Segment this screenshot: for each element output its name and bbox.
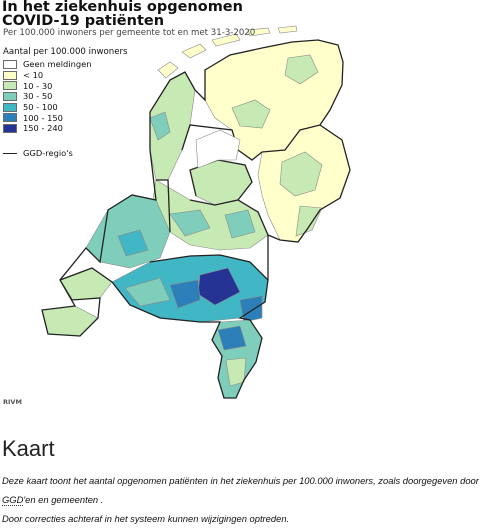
legend-item: 50 - 100	[3, 102, 92, 113]
region-border-swatch	[3, 152, 17, 154]
description-post: 'en en gemeenten .	[23, 494, 104, 505]
wadden-islands	[157, 25, 298, 79]
description-pre: Deze kaart toont het aantal opgenomen pa…	[2, 475, 479, 486]
ijsselmeer-water	[195, 129, 241, 169]
legend-item: < 10	[3, 70, 92, 81]
legend-label: 30 - 50	[23, 91, 53, 102]
choropleth-map	[41, 25, 351, 399]
legend-item: 100 - 150	[3, 112, 92, 123]
region-brabant-teal	[124, 277, 171, 307]
ggd-abbreviation[interactable]: GGD	[2, 494, 24, 506]
legend-item: Geen meldingen	[3, 59, 92, 70]
legend-item: 10 - 30	[3, 80, 92, 91]
region-centre-teal2	[224, 209, 256, 239]
legend-title: Aantal per 100.000 inwoners	[3, 47, 128, 57]
legend-swatch	[3, 59, 17, 69]
legend-label: 10 - 30	[23, 80, 53, 91]
region-brabant-blue	[169, 279, 201, 309]
legend-swatch	[3, 113, 17, 123]
map-title: In het ziekenhuis opgenomen COVID-19 pat…	[2, 0, 243, 29]
region-groningen-green	[284, 54, 319, 85]
legend-label: 150 - 240	[23, 123, 63, 134]
legend-label: < 10	[23, 70, 44, 81]
region-nh-teal	[149, 111, 171, 141]
legend-label: Geen meldingen	[23, 59, 92, 70]
region-zeeland-b	[41, 305, 99, 337]
ggd-region-borders	[41, 39, 351, 399]
section-heading: Kaart	[2, 436, 55, 461]
region-legend-label: GGD-regio's	[23, 148, 73, 158]
region-limburg-green	[225, 357, 247, 387]
section-description: Deze kaart toont het aantal opgenomen pa…	[2, 471, 498, 528]
region-brabant-blue2	[239, 295, 263, 323]
source-label: RIVM	[3, 398, 22, 406]
region-zh-blue	[117, 229, 149, 257]
legend-label: 50 - 100	[23, 102, 58, 113]
legend-swatch	[3, 70, 17, 80]
map-subtitle: Per 100.000 inwoners per gemeente tot en…	[3, 28, 256, 38]
region-limburg-blue	[217, 325, 247, 351]
region-east-green	[279, 151, 323, 197]
region-centre-teal	[169, 209, 211, 237]
region-friesland-green	[231, 99, 271, 129]
legend-swatch	[3, 102, 17, 112]
legend: Geen meldingen < 10 10 - 30 30 - 50 50 - 100…	[3, 59, 92, 134]
legend-label: 100 - 150	[23, 112, 63, 123]
region-zeeland-a	[59, 267, 113, 301]
region-legend: GGD-regio's	[3, 148, 73, 158]
legend-swatch	[3, 91, 17, 101]
legend-swatch	[3, 123, 17, 133]
region-east-green2	[295, 205, 323, 237]
legend-swatch	[3, 81, 17, 91]
legend-item: 150 - 240	[3, 123, 92, 134]
region-zuid-holland	[85, 194, 171, 269]
legend-item: 30 - 50	[3, 91, 92, 102]
